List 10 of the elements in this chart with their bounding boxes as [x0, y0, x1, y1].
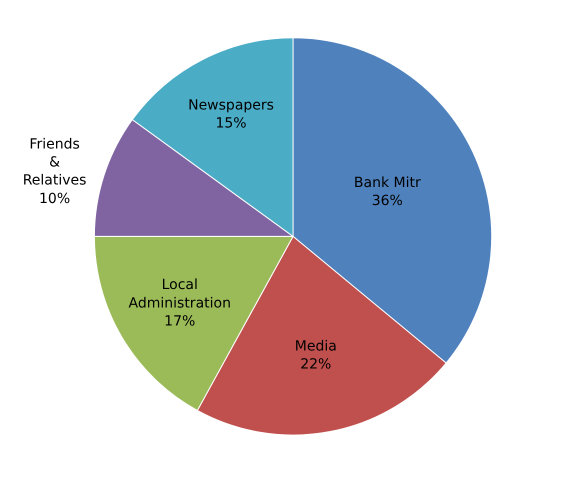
- data-label: 10%: [39, 190, 70, 207]
- slice-label: Newspapers: [188, 98, 274, 114]
- data-label: 36%: [372, 193, 403, 210]
- data-label: 17%: [164, 314, 196, 330]
- data-label: 15%: [215, 116, 247, 132]
- data-label: 22%: [300, 356, 332, 373]
- slice-label: Friends & Relatives: [22, 136, 86, 189]
- slice-label: Bank Mitr: [354, 174, 421, 191]
- slice-label: Media: [294, 338, 337, 354]
- slice-label: Local Administration: [128, 277, 231, 312]
